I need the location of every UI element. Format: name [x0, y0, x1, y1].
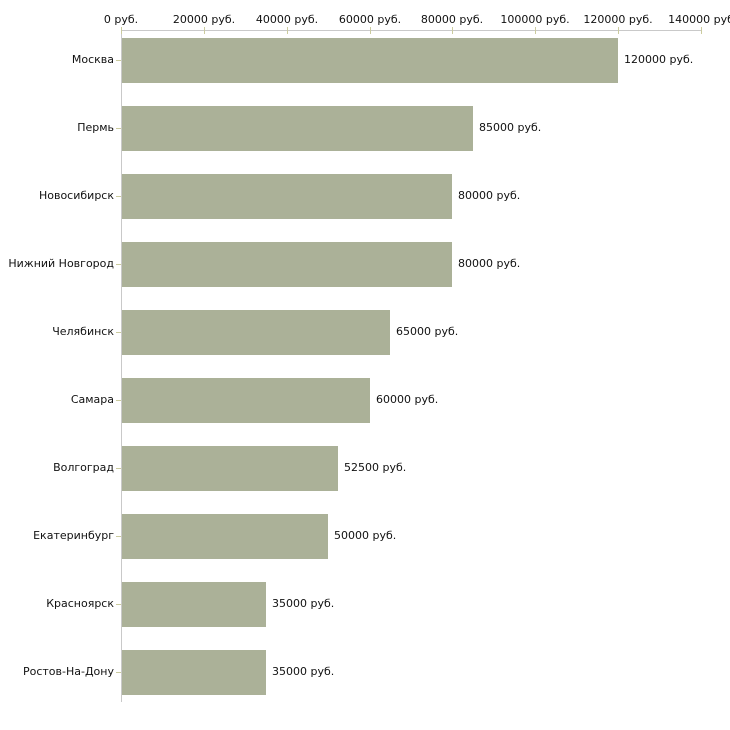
category-label: Волгоград [53, 461, 114, 474]
x-tick-mark [287, 27, 288, 34]
category-label: Ростов-На-Дону [22, 665, 114, 678]
x-axis-line [121, 30, 702, 31]
bar [122, 514, 328, 559]
value-label: 85000 руб. [479, 121, 542, 134]
x-tick-label: 100000 руб. [500, 13, 570, 26]
category-tick-mark [116, 332, 121, 333]
value-label: 52500 руб. [344, 461, 407, 474]
bar [122, 106, 473, 151]
bar [122, 446, 338, 491]
value-label: 65000 руб. [396, 325, 459, 338]
x-tick-label: 60000 руб. [338, 13, 402, 26]
x-tick-label: 120000 руб. [583, 13, 653, 26]
bar [122, 650, 266, 695]
category-tick-mark [116, 196, 121, 197]
bar [122, 378, 370, 423]
x-tick-mark [452, 27, 453, 34]
value-label: 80000 руб. [458, 257, 521, 270]
bar [122, 174, 452, 219]
x-tick-label: 140000 руб [668, 13, 730, 26]
category-tick-mark [116, 468, 121, 469]
x-tick-mark [121, 27, 122, 34]
x-tick-mark [618, 27, 619, 34]
category-tick-mark [116, 536, 121, 537]
y-axis-line [121, 30, 122, 702]
x-tick-mark [370, 27, 371, 34]
category-label: Самара [70, 393, 114, 406]
category-tick-mark [116, 604, 121, 605]
x-tick-label: 80000 руб. [420, 13, 484, 26]
value-label: 35000 руб. [272, 665, 335, 678]
bar [122, 242, 452, 287]
category-tick-mark [116, 400, 121, 401]
value-label: 50000 руб. [334, 529, 397, 542]
category-tick-mark [116, 672, 121, 673]
category-label: Екатеринбург [33, 529, 114, 542]
category-tick-mark [116, 264, 121, 265]
bar [122, 582, 266, 627]
category-label: Красноярск [46, 597, 114, 610]
value-label: 60000 руб. [376, 393, 439, 406]
x-tick-label: 0 руб. [103, 13, 139, 26]
x-tick-label: 20000 руб. [172, 13, 236, 26]
category-label: Челябинск [52, 325, 114, 338]
value-label: 80000 руб. [458, 189, 521, 202]
bar [122, 38, 618, 83]
category-label: Новосибирск [38, 189, 114, 202]
x-tick-label: 40000 руб. [255, 13, 319, 26]
bar [122, 310, 390, 355]
category-label: Пермь [77, 121, 114, 134]
x-tick-mark [204, 27, 205, 34]
category-label: Москва [71, 53, 114, 66]
x-tick-mark [535, 27, 536, 34]
x-tick-mark [701, 27, 702, 34]
category-tick-mark [116, 128, 121, 129]
category-tick-mark [116, 60, 121, 61]
value-label: 120000 руб. [624, 53, 694, 66]
category-label: Нижний Новгород [8, 257, 114, 270]
value-label: 35000 руб. [272, 597, 335, 610]
